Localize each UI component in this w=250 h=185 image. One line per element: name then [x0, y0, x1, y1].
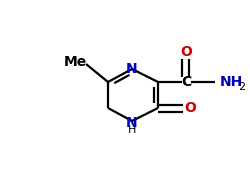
Text: N: N: [126, 62, 137, 76]
Text: O: O: [183, 101, 195, 115]
Text: 2: 2: [237, 82, 244, 92]
Text: Me: Me: [63, 55, 86, 69]
Text: H: H: [127, 125, 136, 135]
Text: C: C: [180, 75, 190, 89]
Text: NH: NH: [219, 75, 242, 89]
Text: O: O: [179, 45, 191, 59]
Text: N: N: [126, 116, 137, 130]
